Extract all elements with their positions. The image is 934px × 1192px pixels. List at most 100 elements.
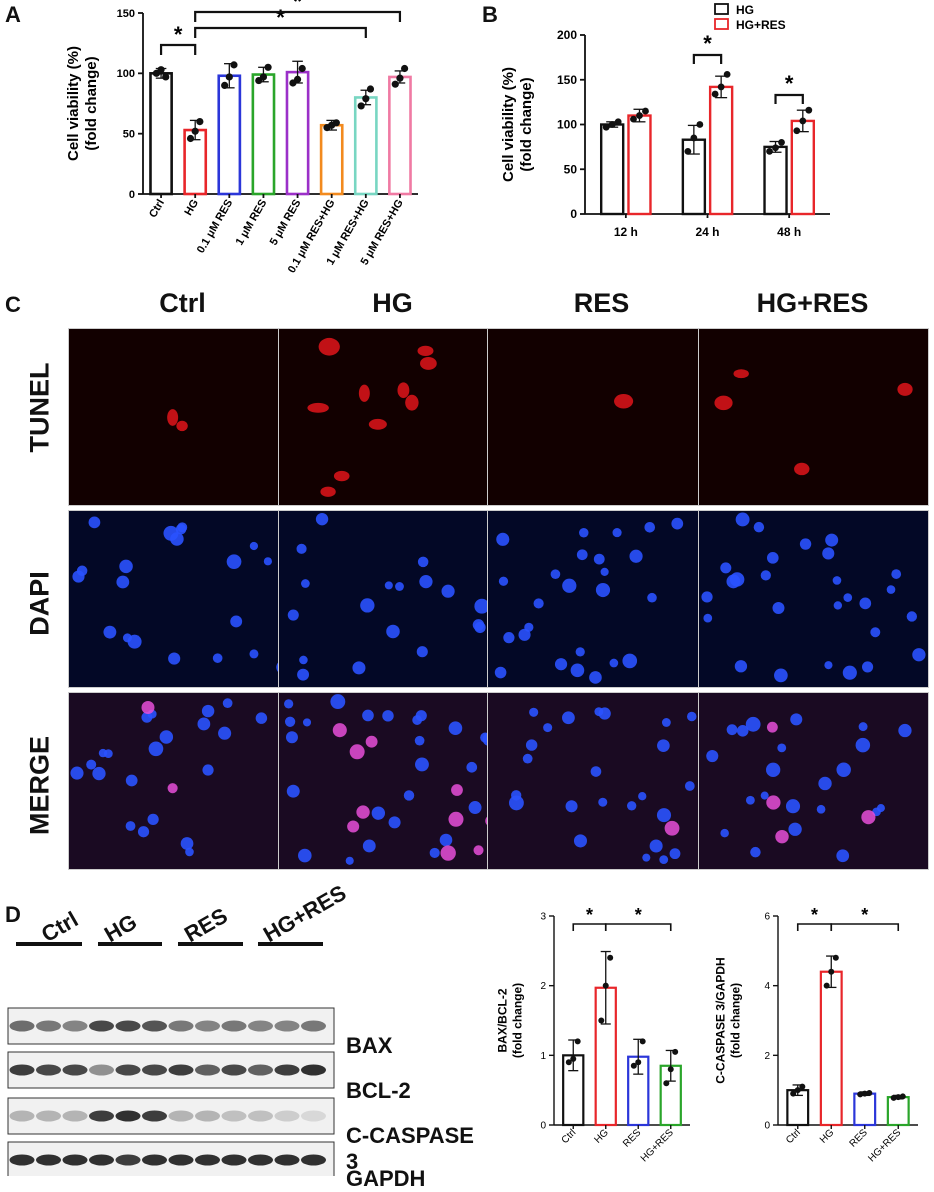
chart-a-significance-star: * <box>293 0 302 14</box>
tunel-positive-cell <box>420 357 437 370</box>
dapi-nucleus <box>774 668 788 683</box>
dapi-nucleus <box>861 661 874 673</box>
blot-label-gapdh: GAPDH <box>346 1166 426 1191</box>
chart-d2-xtick-label: HG+RES <box>866 1127 903 1164</box>
tunel-positive-cell <box>320 486 336 497</box>
dapi-nucleus <box>137 826 150 838</box>
dapi-nucleus <box>474 598 490 614</box>
chart-b-xtick-label: 48 h <box>777 225 801 239</box>
panel-letter-d: D <box>5 902 21 927</box>
chart-a-point <box>362 95 370 103</box>
dapi-nucleus <box>832 576 842 585</box>
chart-d2-point <box>828 968 835 975</box>
chart-d1-xtick-label: HG <box>592 1127 611 1146</box>
tunel-positive-cell <box>307 402 329 413</box>
dapi-nucleus <box>249 649 259 659</box>
dapi-nucleus <box>766 552 779 564</box>
chart-a-xtick-label: 1 μM RES <box>234 198 270 248</box>
merged-positive-cell <box>356 805 370 819</box>
chart-a-point <box>396 74 404 82</box>
dapi-nucleus <box>843 593 853 602</box>
chart-b-legend-swatch <box>714 18 729 30</box>
merged-positive-cell <box>347 820 360 833</box>
dapi-nucleus <box>609 658 619 668</box>
dapi-nucleus <box>362 709 374 722</box>
merged-positive-cell <box>448 811 464 827</box>
dapi-nucleus <box>299 655 308 665</box>
dapi-nucleus <box>119 559 133 574</box>
blot-band <box>274 1154 300 1166</box>
blot-band <box>248 1154 273 1166</box>
dapi-nucleus <box>886 585 896 594</box>
dapi-nucleus <box>656 808 672 823</box>
chart-d1-point <box>607 954 614 961</box>
dapi-nucleus <box>684 781 695 791</box>
blot-bands-image <box>7 942 335 1176</box>
dapi-nucleus <box>230 615 243 628</box>
micrograph-dapi-hg <box>278 510 509 688</box>
chart-b-ylabel-line: Cell viability (%) <box>500 67 517 182</box>
chart-b-bar <box>790 119 816 216</box>
chart-b-ytick-label: 50 <box>564 162 578 176</box>
chart-a-ytick-label: 100 <box>117 68 135 80</box>
chart-a-xtick-label: Ctrl <box>147 198 167 220</box>
chart-d1-point <box>602 982 609 989</box>
blot-band <box>274 1064 300 1076</box>
chart-b-point <box>723 70 731 78</box>
dapi-nucleus <box>822 547 835 560</box>
dapi-nucleus <box>629 549 643 563</box>
blot-band <box>115 1154 141 1166</box>
merged-positive-cell <box>349 744 365 760</box>
blot-band <box>62 1110 88 1122</box>
blot-band <box>142 1020 167 1032</box>
dapi-nucleus <box>103 625 117 639</box>
blot-band <box>301 1154 326 1166</box>
dapi-nucleus <box>180 837 194 850</box>
dapi-nucleus <box>642 853 651 862</box>
dapi-nucleus <box>720 828 729 838</box>
dapi-nucleus <box>419 574 433 589</box>
micro-col-title-hg: HG <box>372 288 413 318</box>
chart-d2-point <box>895 1094 902 1101</box>
micrograph-background <box>69 329 298 505</box>
micrograph-merge-ctrl <box>68 692 299 870</box>
dapi-nucleus <box>529 707 539 717</box>
chart-d1-point <box>667 1066 674 1073</box>
tunel-positive-cell <box>368 418 387 430</box>
chart-d1-point <box>639 1038 646 1045</box>
dapi-nucleus <box>147 813 159 826</box>
dapi-nucleus <box>855 737 871 753</box>
dapi-nucleus <box>626 801 637 811</box>
merged-positive-cell <box>473 845 484 856</box>
dapi-nucleus <box>701 591 713 603</box>
chart-a-ytick-label: 0 <box>129 189 135 201</box>
dapi-nucleus <box>302 718 312 727</box>
micrograph-tunel-hg-res <box>698 328 929 506</box>
dapi-nucleus <box>297 668 310 681</box>
micro-col-title-hg-res: HG+RES <box>756 288 869 318</box>
chart-b-bar <box>708 85 734 216</box>
micrograph-background <box>279 693 508 869</box>
dapi-nucleus <box>638 792 647 801</box>
micro-row-title-merge: MERGE <box>24 736 55 836</box>
micrograph-background <box>69 511 298 687</box>
blot-band <box>89 1064 114 1076</box>
dapi-nucleus <box>589 671 602 684</box>
chart-b-point <box>614 118 622 126</box>
dapi-nucleus <box>788 822 802 836</box>
chart-d1-point <box>574 1038 581 1045</box>
micro-col-title-res: RES <box>573 288 630 318</box>
merged-positive-cell <box>451 784 463 796</box>
merged-positive-cell <box>861 810 876 825</box>
chart-d1-point <box>663 1080 670 1087</box>
chart-d2-point <box>832 954 839 961</box>
chart-d2-point <box>890 1094 897 1101</box>
dapi-nucleus <box>598 797 608 807</box>
chart-d1-ylabel: BAX/BCL-2 (fold change) <box>496 983 525 1058</box>
dapi-nucleus <box>785 799 801 814</box>
dapi-nucleus <box>836 849 850 863</box>
chart-b-ytick-label: 200 <box>557 28 577 42</box>
chart-d2-significance-bracket <box>830 923 900 931</box>
